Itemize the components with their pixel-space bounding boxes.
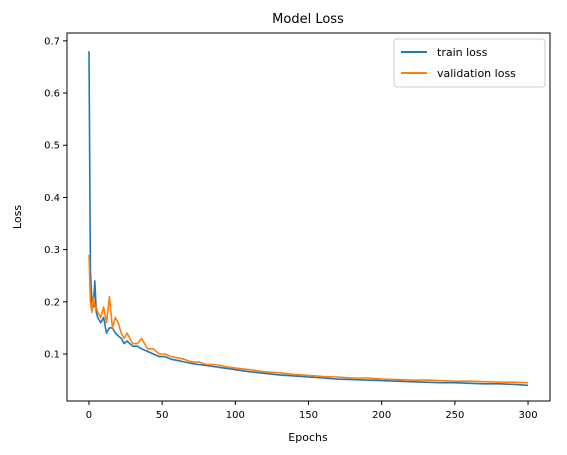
y-tick-label: 0.2 [44, 297, 60, 308]
plot-area [66, 32, 551, 402]
chart-title: Model Loss [272, 12, 344, 27]
y-tick-label: 0.7 [44, 36, 60, 47]
y-axis-title: Loss [11, 205, 24, 229]
x-tick-label: 50 [156, 410, 169, 421]
y-tick-label: 0.6 [44, 89, 60, 100]
x-tick-label: 0 [86, 410, 92, 421]
y-tick-label: 0.3 [44, 245, 60, 256]
legend-label-validation: validation loss [437, 67, 516, 80]
y-tick-label: 0.5 [44, 141, 60, 152]
x-tick-label: 200 [372, 410, 391, 421]
y-axis: 0.1 0.2 0.3 0.4 0.5 0.6 0.7 [44, 36, 67, 361]
x-tick-label: 150 [299, 410, 318, 421]
train-loss-line [88, 51, 529, 387]
x-axis-title: Epochs [288, 431, 328, 444]
y-tick-label: 0.1 [44, 350, 60, 361]
y-tick-label: 0.4 [44, 193, 60, 204]
legend-box [393, 38, 546, 88]
x-tick-label: 300 [518, 410, 537, 421]
legend-label-train: train loss [437, 46, 488, 59]
x-tick-label: 100 [226, 410, 245, 421]
validation-loss-line [88, 254, 529, 384]
legend: train loss validation loss [393, 38, 546, 88]
x-tick-label: 250 [445, 410, 464, 421]
series-lines [88, 51, 529, 387]
x-axis: 0 50 100 150 200 250 300 [86, 401, 538, 421]
